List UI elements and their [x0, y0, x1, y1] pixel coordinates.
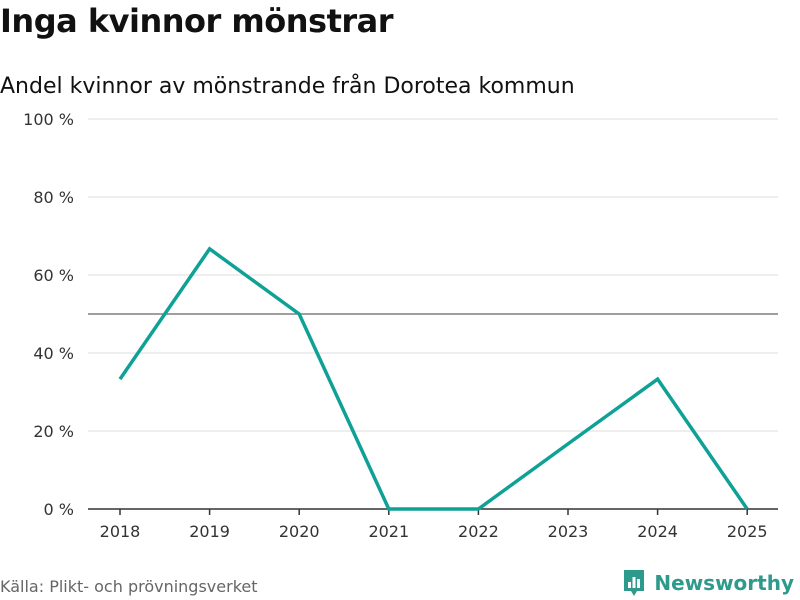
- x-tick-label: 2019: [189, 522, 230, 541]
- x-axis: 2018 2019 2020 2021 2022 2023 2024 2025: [88, 508, 778, 541]
- brand-logo: Newsworthy: [622, 568, 794, 598]
- chart-title: Inga kvinnor mönstrar: [0, 2, 394, 40]
- brand-name: Newsworthy: [654, 571, 794, 595]
- series-line: [118, 246, 749, 511]
- y-axis: 0 % 20 % 40 % 60 % 80 % 100 %: [23, 110, 74, 519]
- series-layer: [118, 246, 749, 511]
- x-tick-label: 2025: [727, 522, 768, 541]
- chart-subtitle: Andel kvinnor av mönstrande från Dorotea…: [0, 74, 575, 99]
- y-tick-label: 20 %: [33, 422, 74, 441]
- source-note: Källa: Plikt- och prövningsverket: [0, 577, 258, 596]
- y-tick-label: 0 %: [44, 500, 74, 519]
- y-tick-label: 60 %: [33, 266, 74, 285]
- y-tick-label: 100 %: [23, 110, 74, 129]
- x-tick-label: 2021: [368, 522, 409, 541]
- grid-lines: [88, 118, 778, 432]
- x-tick-label: 2024: [637, 522, 678, 541]
- x-tick-label: 2022: [458, 522, 499, 541]
- bar-chart-speech-bubble-icon: [624, 570, 645, 596]
- x-tick-label: 2020: [279, 522, 320, 541]
- y-tick-label: 80 %: [33, 188, 74, 207]
- y-tick-label: 40 %: [33, 344, 74, 363]
- x-tick-label: 2023: [548, 522, 589, 541]
- x-tick-label: 2018: [100, 522, 141, 541]
